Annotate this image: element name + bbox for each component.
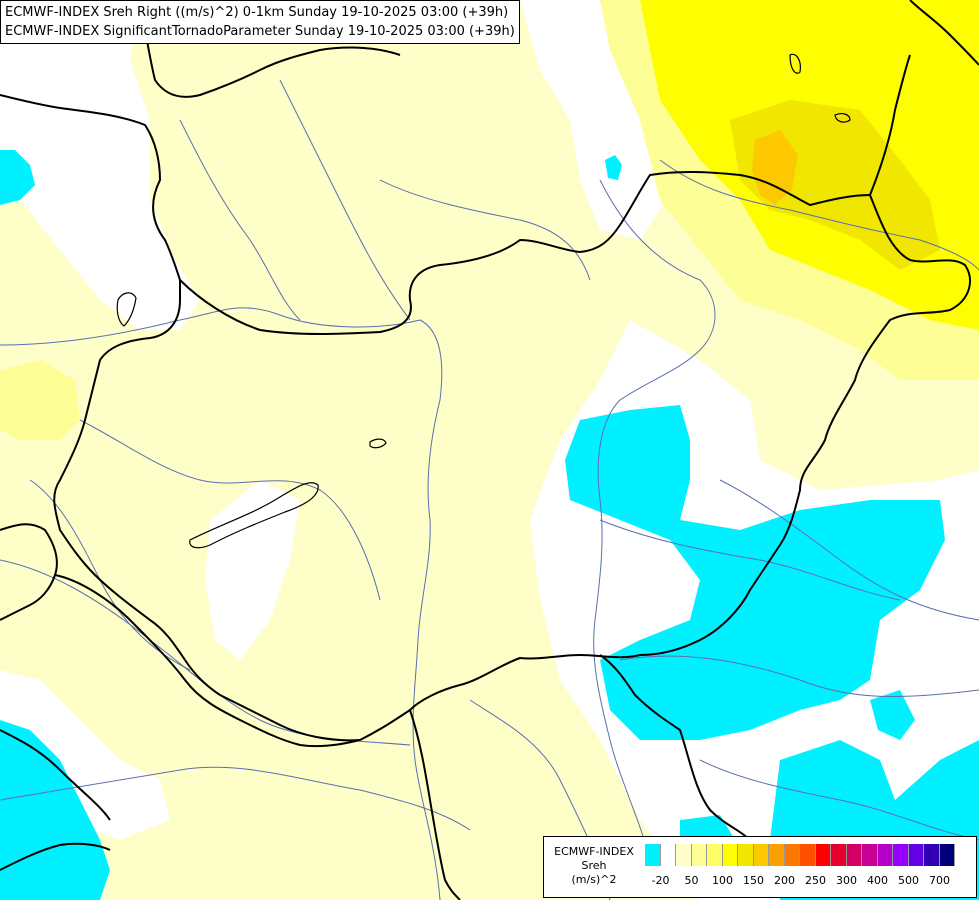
river-mures: [599, 519, 901, 601]
legend-tick-label: 250: [805, 874, 826, 887]
legend-tick-label: 400: [867, 874, 888, 887]
field-cyan-southeast-small: [870, 690, 915, 740]
legend-swatch-12: [831, 844, 847, 866]
field-lightyellow-west: [0, 360, 80, 440]
legend-swatch-9: [784, 844, 800, 866]
border-hungary-north: [179, 170, 871, 335]
legend-swatch-16: [893, 844, 909, 866]
river-north-1: [279, 79, 411, 321]
legend-swatch-17: [908, 844, 924, 866]
river-sava: [0, 766, 471, 831]
border-top-right: [909, 0, 979, 66]
river-north-2: [179, 119, 301, 321]
field-orange-core: [752, 130, 798, 205]
lake-neusiedl: [116, 292, 137, 327]
legend-title-line-3: (m/s)^2: [571, 873, 617, 886]
border-croatia-south: [54, 574, 361, 748]
legend-swatch-0: [645, 844, 661, 866]
legend-tick-label: 300: [836, 874, 857, 887]
legend-swatch-2: [676, 844, 692, 866]
legend-swatch-19: [939, 844, 955, 866]
legend-swatch-8: [769, 844, 785, 866]
legend-swatch-13: [846, 844, 862, 866]
border-serbia: [409, 709, 461, 900]
lake-small-1: [369, 438, 387, 449]
border-sw-1: [0, 729, 111, 821]
legend-swatch-18: [924, 844, 940, 866]
legend-swatch-11: [815, 844, 831, 866]
lake-small-2: [834, 113, 851, 123]
river-northeast: [659, 159, 979, 271]
legend-tick-label: 100: [712, 874, 733, 887]
legend-swatch-5: [722, 844, 738, 866]
river-tisza: [593, 179, 716, 861]
legend-swatch-4: [707, 844, 723, 866]
river-danube-main: [0, 307, 443, 900]
border-sw-2: [0, 842, 111, 871]
field-white-northwest: [0, 0, 200, 330]
river-east-2: [619, 655, 979, 698]
legend-swatch-6: [738, 844, 754, 866]
legend-color-bar: [645, 844, 955, 866]
map-title-line-2: ECMWF-INDEX SignificantTornadoParameter …: [5, 24, 515, 39]
legend-swatch-10: [800, 844, 816, 866]
river-southeast: [699, 759, 979, 841]
legend-tick-label: 700: [929, 874, 950, 887]
legend-title-line-1: ECMWF-INDEX: [554, 845, 634, 858]
legend-title-line-2: Sreh: [581, 859, 607, 872]
legend-title: ECMWF-INDEX Sreh (m/s)^2: [546, 845, 642, 887]
field-cyan-north-small: [605, 155, 622, 180]
map-title-box: ECMWF-INDEX Sreh Right ((m/s)^2) 0-1km S…: [0, 0, 520, 44]
lake-balaton: [189, 482, 319, 549]
color-legend: ECMWF-INDEX Sreh (m/s)^2 -20 50 100 150 200 2…: [543, 836, 977, 898]
lake-small-3: [789, 53, 801, 74]
field-white-lake-area: [205, 480, 300, 660]
river-east-1: [719, 479, 979, 621]
legend-swatch-7: [753, 844, 769, 866]
legend-tick-label: 200: [774, 874, 795, 887]
border-ukraine: [869, 54, 911, 196]
river-west-1: [79, 419, 381, 601]
border-hungary-east: [639, 194, 971, 656]
field-cyan-southwest: [0, 720, 110, 900]
legend-tick-label: 150: [743, 874, 764, 887]
border-top-1: [139, 0, 401, 98]
border-hungary-west: [53, 280, 186, 661]
legend-swatch-1: [660, 844, 676, 866]
legend-tick-label: 500: [898, 874, 919, 887]
map-title-line-1: ECMWF-INDEX Sreh Right ((m/s)^2) 0-1km S…: [5, 5, 509, 20]
field-white-north: [520, 0, 670, 240]
field-cyan-northwest: [0, 150, 35, 205]
legend-swatch-15: [877, 844, 893, 866]
legend-tick-label: 50: [684, 874, 699, 887]
legend-tick-label: -20: [651, 874, 670, 887]
border-romania-serbia: [599, 654, 751, 841]
river-north-3: [379, 179, 591, 281]
legend-swatch-3: [691, 844, 707, 866]
legend-tick-labels: -20 50 100 150 200 250 300 400 500 700: [645, 874, 975, 890]
legend-swatch-14: [862, 844, 878, 866]
border-north-austria-slovakia: [0, 94, 181, 281]
